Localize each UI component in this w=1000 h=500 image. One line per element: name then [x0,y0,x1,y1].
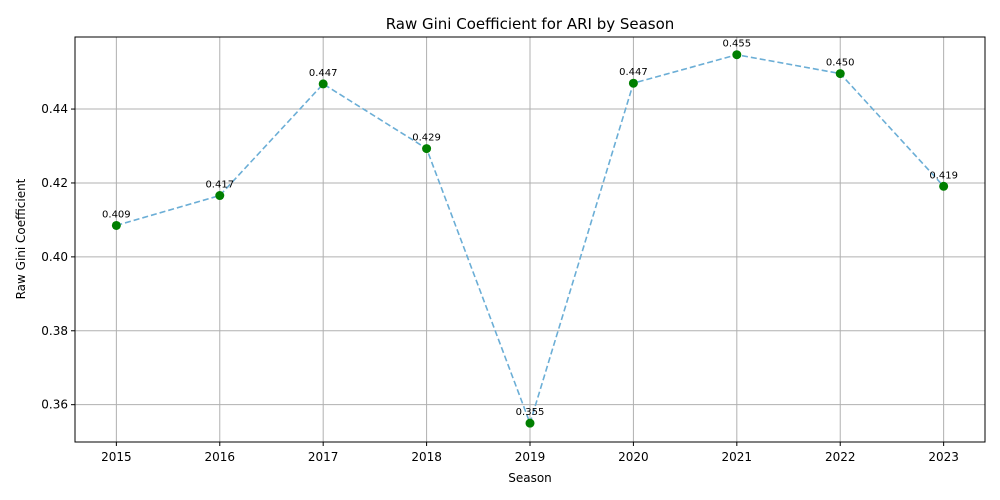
x-axis-label: Season [508,471,552,485]
x-tick-label: 2017 [308,450,339,464]
y-axis-label: Raw Gini Coefficient [14,178,28,299]
y-tick-label: 0.44 [41,102,68,116]
chart-title: Raw Gini Coefficient for ARI by Season [386,15,675,33]
data-point [628,78,638,88]
data-point [835,69,845,79]
x-tick-label: 2019 [515,450,546,464]
data-label: 0.447 [309,68,338,79]
data-point [215,191,225,201]
data-label: 0.419 [929,170,958,181]
data-point [422,144,432,154]
data-point [111,220,121,230]
data-label: 0.355 [516,407,545,418]
x-tick-label: 2022 [825,450,856,464]
data-point [732,50,742,60]
y-axis-ticks: 0.36 0.38 0.40 0.42 0.44 [41,102,75,412]
x-axis-ticks: 2015 2016 2017 2018 2019 2020 2021 2022 2023 [101,442,959,464]
data-labels: 0.409 0.417 0.447 0.429 0.355 0.447 0.455 0.450… [102,39,958,418]
data-point [525,418,535,428]
x-tick-label: 2021 [722,450,753,464]
y-tick-label: 0.40 [41,250,68,264]
y-tick-label: 0.42 [41,176,68,190]
series-group [111,50,949,428]
plot-frame [74,36,986,443]
x-tick-label: 2023 [928,450,959,464]
data-label: 0.447 [619,67,648,78]
data-label: 0.409 [102,209,131,220]
y-tick-label: 0.38 [41,324,68,338]
data-label: 0.450 [826,58,855,69]
x-tick-label: 2015 [101,450,132,464]
y-tick-label: 0.36 [41,398,68,412]
grid-lines [75,37,985,442]
data-point [318,79,328,89]
data-label: 0.455 [722,39,751,50]
data-label: 0.429 [412,133,441,144]
x-tick-label: 2018 [411,450,442,464]
x-tick-label: 2020 [618,450,649,464]
x-tick-label: 2016 [204,450,235,464]
data-point [939,181,949,191]
data-label: 0.417 [205,180,234,191]
